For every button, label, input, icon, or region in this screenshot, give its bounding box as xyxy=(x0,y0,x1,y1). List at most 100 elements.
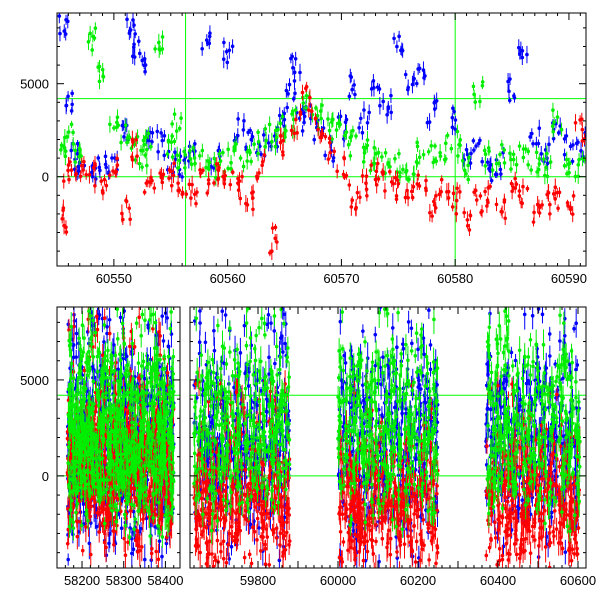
data-point xyxy=(257,171,261,175)
data-point xyxy=(260,160,265,164)
data-point xyxy=(456,154,460,158)
data-point xyxy=(485,160,490,165)
data-point xyxy=(564,157,569,162)
data-point xyxy=(416,67,420,71)
data-point xyxy=(355,190,360,195)
data-point xyxy=(353,92,357,97)
data-point xyxy=(110,156,114,160)
data-point xyxy=(293,91,297,96)
data-point xyxy=(411,172,416,176)
data-point xyxy=(66,322,71,327)
data-point xyxy=(168,532,172,536)
data-point xyxy=(128,508,133,513)
data-point xyxy=(502,161,507,165)
data-point xyxy=(273,144,278,149)
data-point xyxy=(108,122,112,127)
data-point xyxy=(451,191,456,196)
data-point xyxy=(316,127,320,132)
top-plot-area xyxy=(57,13,586,266)
data-point xyxy=(375,85,380,89)
data-point xyxy=(570,212,575,216)
data-point xyxy=(487,149,491,154)
data-point xyxy=(521,155,526,160)
data-point xyxy=(135,550,140,554)
data-point xyxy=(469,151,473,156)
data-point xyxy=(206,178,211,182)
data-point xyxy=(207,160,212,165)
data-point xyxy=(226,147,230,152)
data-point xyxy=(108,173,112,178)
data-point xyxy=(468,213,473,217)
data-point xyxy=(157,330,161,334)
data-point xyxy=(374,169,379,174)
data-point xyxy=(140,58,145,63)
data-point xyxy=(156,557,161,562)
data-point xyxy=(80,548,85,553)
data-point xyxy=(571,194,576,198)
data-point xyxy=(88,552,93,557)
data-point xyxy=(434,99,439,103)
data-point xyxy=(326,157,331,161)
data-point xyxy=(444,157,448,161)
data-point xyxy=(511,157,516,162)
data-point xyxy=(161,339,166,343)
data-point xyxy=(90,48,94,52)
data-point xyxy=(123,553,128,558)
data-point xyxy=(478,99,482,104)
data-point xyxy=(525,52,529,57)
data-point xyxy=(99,179,104,183)
data-point xyxy=(468,161,473,165)
data-point xyxy=(431,160,436,165)
data-point xyxy=(395,44,399,49)
data-point xyxy=(95,327,100,332)
data-point xyxy=(146,499,150,503)
data-point xyxy=(270,139,274,144)
data-point xyxy=(354,205,358,210)
data-point xyxy=(528,135,532,139)
data-point xyxy=(471,84,476,89)
data-point xyxy=(383,189,387,193)
data-point xyxy=(171,173,176,178)
data-point xyxy=(300,90,305,95)
data-point xyxy=(360,174,365,178)
data-point xyxy=(453,118,458,122)
data-point xyxy=(511,185,516,190)
data-point xyxy=(361,145,366,150)
data-point xyxy=(376,177,381,181)
data-point xyxy=(397,151,401,156)
data-point xyxy=(93,26,98,30)
data-point xyxy=(102,540,107,545)
data-point xyxy=(162,134,167,138)
data-point xyxy=(391,181,396,186)
data-point xyxy=(483,164,488,168)
data-point xyxy=(115,115,120,120)
data-point xyxy=(573,174,578,179)
data-point xyxy=(69,168,74,172)
data-point xyxy=(71,130,75,135)
data-point xyxy=(134,137,139,142)
data-point xyxy=(434,193,438,198)
data-point xyxy=(450,115,455,120)
data-point xyxy=(143,153,148,158)
data-point xyxy=(507,98,512,103)
data-point xyxy=(364,181,368,186)
data-point xyxy=(135,528,139,533)
data-point xyxy=(446,189,451,194)
data-point xyxy=(62,29,67,33)
y-tick-label: 0 xyxy=(42,170,49,185)
data-point xyxy=(417,155,422,160)
data-point xyxy=(160,35,165,39)
data-point xyxy=(467,155,471,160)
data-point xyxy=(304,106,308,110)
data-point xyxy=(256,130,260,135)
data-point xyxy=(179,116,183,121)
data-point xyxy=(523,147,528,151)
data-point xyxy=(103,154,108,159)
data-point xyxy=(386,105,391,109)
data-point xyxy=(287,82,292,87)
data-point xyxy=(295,131,299,135)
data-point xyxy=(121,217,125,222)
data-point xyxy=(200,47,204,51)
data-point xyxy=(406,85,411,90)
bottom-plot-area xyxy=(57,307,180,568)
